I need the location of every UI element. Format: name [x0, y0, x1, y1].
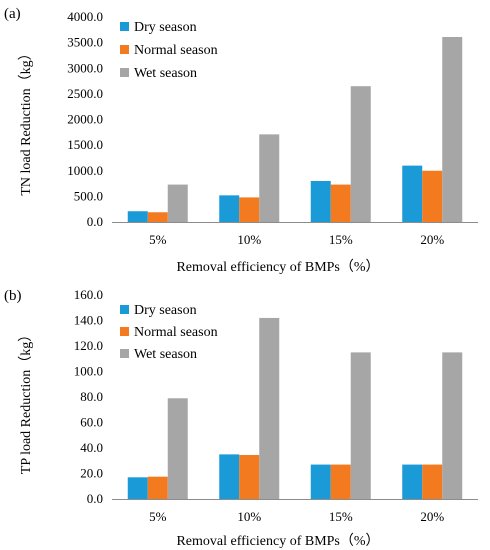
- x-axis-title-a: Removal efficiency of BMPs（%）: [176, 259, 379, 275]
- bar-dry-season: [402, 464, 423, 499]
- bar-normal-season: [422, 464, 443, 499]
- legend-label: Normal season: [134, 43, 218, 58]
- y-tick-label: 2500.0: [67, 86, 103, 101]
- y-tick-label: 0.0: [87, 491, 103, 506]
- bar-normal-season: [147, 212, 168, 222]
- y-tick-label: 140.0: [74, 313, 103, 328]
- bar-dry-season: [219, 195, 240, 222]
- x-tick-label: 15%: [329, 509, 353, 524]
- y-tick-label: 100.0: [74, 364, 103, 379]
- legend-a: Dry season Normal season Wet season: [120, 20, 218, 81]
- chart-panel-b: (b) TP load Reduction（kg） Removal effici…: [4, 287, 478, 549]
- x-axis-title-b: Removal efficiency of BMPs（%）: [176, 533, 379, 549]
- bar-wet-season: [167, 398, 188, 499]
- bars-a: [112, 36, 478, 223]
- y-tick-label: 120.0: [74, 338, 103, 353]
- y-tick-labels-b: 0.0 20.0 40.0 60.0 80.0 100.0 120.0 140.0 160.0: [74, 287, 103, 506]
- legend-swatch-dry-season: [120, 305, 129, 314]
- y-tick-label: 20.0: [80, 466, 103, 481]
- bar-dry-season: [219, 454, 240, 499]
- legend-swatch-normal-season: [120, 327, 129, 336]
- bar-wet-season: [259, 317, 280, 499]
- y-tick-label: 40.0: [80, 440, 103, 455]
- y-tick-label: 60.0: [80, 415, 103, 430]
- y-tick-label: 160.0: [74, 287, 103, 302]
- bar-normal-season: [147, 476, 168, 499]
- y-tick-label: 3500.0: [67, 35, 103, 50]
- bar-dry-season: [127, 211, 148, 222]
- bar-dry-season: [402, 165, 423, 222]
- x-tick-label: 5%: [149, 232, 167, 247]
- bar-wet-season: [350, 352, 371, 499]
- bar-dry-season: [127, 477, 148, 499]
- bar-normal-season: [330, 184, 351, 222]
- bar-wet-season: [167, 184, 188, 222]
- panel-label-a: (a): [4, 6, 21, 22]
- bar-normal-season: [239, 197, 260, 222]
- y-tick-label: 0.0: [87, 214, 103, 229]
- y-axis-title-b: TP load Reduction（kg）: [18, 328, 34, 474]
- bar-wet-season: [442, 36, 463, 222]
- panel-label-b: (b): [4, 288, 22, 304]
- legend-label: Wet season: [134, 66, 197, 81]
- legend-label: Wet season: [134, 347, 197, 362]
- bar-dry-season: [310, 464, 331, 499]
- y-tick-labels-a: 0.0 500.0 1000.0 1500.0 2000.0 2500.0 3000.0 35…: [67, 9, 103, 229]
- bar-wet-season: [442, 352, 463, 499]
- x-tick-label: 20%: [420, 232, 444, 247]
- y-tick-label: 4000.0: [67, 9, 103, 24]
- y-tick-label: 1500.0: [67, 137, 103, 152]
- bar-normal-season: [330, 464, 351, 499]
- y-tick-label: 2000.0: [67, 112, 103, 127]
- legend-swatch-wet-season: [120, 349, 129, 358]
- x-tick-labels-a: 5% 10% 15% 20%: [149, 232, 444, 247]
- x-tick-label: 10%: [237, 509, 261, 524]
- bar-normal-season: [239, 455, 260, 499]
- x-tick-label: 10%: [237, 232, 261, 247]
- y-tick-label: 80.0: [80, 389, 103, 404]
- bar-wet-season: [259, 134, 280, 222]
- x-tick-label: 20%: [420, 509, 444, 524]
- chart-panel-a: (a) TN load Reduction（kg） Removal effici…: [4, 6, 478, 275]
- bar-wet-season: [350, 86, 371, 222]
- x-tick-label: 5%: [149, 509, 167, 524]
- legend-swatch-wet-season: [120, 68, 129, 77]
- y-tick-label: 3000.0: [67, 60, 103, 75]
- x-tick-labels-b: 5% 10% 15% 20%: [149, 509, 444, 524]
- y-tick-label: 1000.0: [67, 163, 103, 178]
- legend-label: Dry season: [134, 20, 197, 35]
- legend-b: Dry season Normal season Wet season: [120, 303, 218, 362]
- bar-normal-season: [422, 170, 443, 222]
- legend-label: Dry season: [134, 303, 197, 318]
- legend-swatch-dry-season: [120, 22, 129, 31]
- bar-dry-season: [310, 181, 331, 222]
- legend-label: Normal season: [134, 325, 218, 340]
- x-tick-label: 15%: [329, 232, 353, 247]
- legend-swatch-normal-season: [120, 45, 129, 54]
- y-tick-label: 500.0: [74, 188, 103, 203]
- bars-b: [112, 317, 478, 500]
- y-axis-title-a: TN load Reduction（kg）: [18, 46, 34, 195]
